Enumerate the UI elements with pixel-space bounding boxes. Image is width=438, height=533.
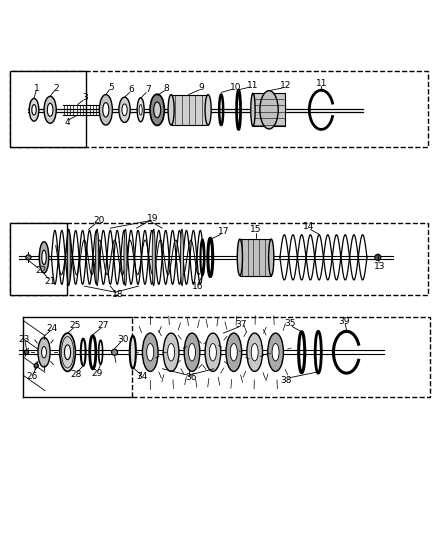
Ellipse shape: [226, 333, 242, 372]
Ellipse shape: [230, 344, 237, 361]
Ellipse shape: [268, 239, 274, 276]
Circle shape: [375, 254, 381, 261]
Circle shape: [34, 364, 39, 368]
Circle shape: [25, 350, 29, 354]
Ellipse shape: [119, 97, 130, 123]
Ellipse shape: [147, 344, 154, 361]
Text: 2: 2: [53, 84, 59, 93]
Text: 37: 37: [236, 320, 247, 329]
Text: 36: 36: [185, 374, 197, 382]
Ellipse shape: [272, 344, 279, 361]
Text: 9: 9: [199, 83, 205, 92]
Bar: [10, 223, 428, 295]
Text: 11: 11: [315, 79, 327, 88]
Text: 24: 24: [47, 324, 58, 333]
Ellipse shape: [188, 344, 195, 361]
Bar: [10, 223, 67, 295]
Text: 27: 27: [97, 321, 109, 330]
Ellipse shape: [137, 98, 144, 122]
Text: 34: 34: [136, 372, 148, 381]
Text: 7: 7: [145, 85, 151, 94]
Text: 6: 6: [129, 85, 134, 94]
Ellipse shape: [209, 344, 216, 361]
Text: 8: 8: [163, 84, 169, 93]
Text: 22: 22: [36, 266, 47, 276]
Ellipse shape: [29, 99, 39, 121]
Text: 30: 30: [117, 335, 129, 344]
Text: 38: 38: [281, 376, 292, 385]
Bar: [253, 93, 285, 126]
Ellipse shape: [205, 333, 221, 372]
Ellipse shape: [152, 229, 155, 286]
Ellipse shape: [42, 250, 46, 264]
Text: 19: 19: [147, 214, 158, 223]
Ellipse shape: [67, 229, 71, 286]
Ellipse shape: [38, 337, 50, 367]
Ellipse shape: [247, 333, 262, 372]
Ellipse shape: [32, 104, 36, 115]
Ellipse shape: [139, 104, 142, 115]
Ellipse shape: [168, 94, 174, 125]
Ellipse shape: [180, 229, 184, 286]
Text: 14: 14: [303, 222, 314, 231]
Bar: [171, 94, 208, 125]
Ellipse shape: [237, 239, 243, 276]
Text: 3: 3: [82, 93, 88, 102]
Ellipse shape: [42, 346, 46, 358]
Ellipse shape: [99, 94, 113, 125]
Bar: [132, 317, 430, 397]
Ellipse shape: [142, 333, 158, 372]
Ellipse shape: [168, 344, 175, 361]
Ellipse shape: [205, 94, 211, 125]
Ellipse shape: [60, 333, 75, 372]
Ellipse shape: [44, 96, 56, 123]
Text: 5: 5: [108, 83, 114, 92]
Text: 4: 4: [65, 118, 71, 127]
Text: 1: 1: [34, 84, 40, 93]
Text: 35: 35: [284, 319, 296, 328]
Ellipse shape: [39, 241, 49, 273]
Text: 15: 15: [250, 225, 261, 235]
Ellipse shape: [184, 333, 200, 372]
Text: 17: 17: [218, 227, 229, 236]
Ellipse shape: [95, 229, 99, 286]
Text: 13: 13: [374, 262, 386, 271]
Ellipse shape: [150, 94, 164, 125]
Text: 25: 25: [70, 321, 81, 330]
Ellipse shape: [251, 93, 255, 126]
Ellipse shape: [124, 229, 127, 286]
Text: 11: 11: [247, 80, 259, 90]
Text: 29: 29: [91, 369, 102, 378]
Ellipse shape: [268, 333, 283, 372]
Bar: [10, 71, 86, 147]
Ellipse shape: [154, 102, 161, 118]
Ellipse shape: [64, 345, 71, 360]
Ellipse shape: [163, 333, 179, 372]
Ellipse shape: [122, 104, 127, 116]
Text: 16: 16: [191, 282, 203, 292]
Ellipse shape: [103, 103, 109, 117]
Ellipse shape: [251, 344, 258, 361]
Circle shape: [26, 255, 31, 260]
Text: 26: 26: [27, 372, 38, 381]
Ellipse shape: [130, 336, 136, 368]
Text: 10: 10: [230, 83, 241, 92]
Bar: [240, 239, 271, 276]
Text: 39: 39: [339, 317, 350, 326]
Ellipse shape: [260, 91, 278, 129]
Text: 12: 12: [280, 81, 291, 90]
Text: 23: 23: [18, 335, 30, 344]
Text: 28: 28: [71, 370, 82, 379]
Ellipse shape: [47, 103, 53, 116]
Text: 21: 21: [44, 277, 56, 286]
Bar: [10, 71, 428, 147]
Text: 20: 20: [94, 216, 105, 225]
Circle shape: [112, 349, 117, 356]
Text: 18: 18: [112, 290, 124, 300]
